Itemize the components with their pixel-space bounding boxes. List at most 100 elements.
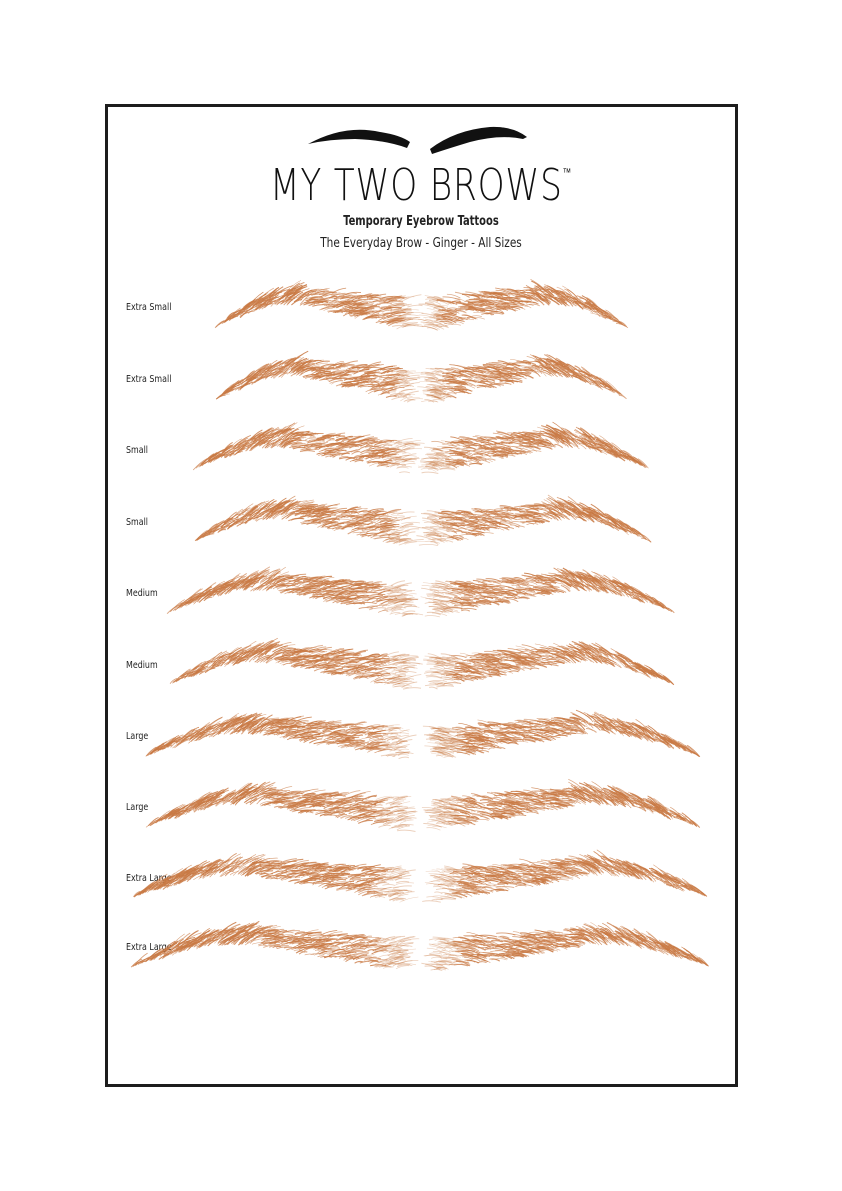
brow-hair xyxy=(465,291,484,298)
brow-hair xyxy=(268,292,276,298)
brow-hair xyxy=(531,280,546,291)
brow-hair xyxy=(319,307,333,311)
size-label: Medium xyxy=(126,588,158,599)
brow-hair xyxy=(364,306,380,311)
size-label: Extra Small xyxy=(126,302,172,313)
brow-hair xyxy=(392,313,412,320)
brow-hair xyxy=(354,314,365,319)
brow-hair xyxy=(468,307,478,312)
brow-hair xyxy=(593,310,601,317)
brow-hair xyxy=(333,301,344,304)
brow-hair xyxy=(436,305,449,308)
brow-hair xyxy=(325,303,334,307)
brow-hair xyxy=(299,450,316,453)
brow-hair xyxy=(345,309,362,312)
brow-hair xyxy=(432,306,444,309)
brow-hair xyxy=(381,311,400,318)
brow-hair xyxy=(376,465,390,468)
brow-hair xyxy=(466,316,477,320)
brow-hair xyxy=(333,528,345,531)
brow-hair xyxy=(391,324,406,328)
brow-hair xyxy=(407,318,426,321)
brow-hair xyxy=(351,306,368,309)
brow-hair xyxy=(347,528,364,535)
brow-hair xyxy=(285,296,301,304)
brow-hair xyxy=(448,301,466,304)
brow-hair xyxy=(446,307,458,310)
brow-hair xyxy=(495,289,511,295)
left-eyebrow-tattoo xyxy=(169,637,423,690)
brow-hair xyxy=(390,301,403,304)
brow-hair xyxy=(311,287,330,295)
brow-hair xyxy=(558,297,572,303)
brow-hair xyxy=(423,316,439,319)
brow-hair xyxy=(382,309,393,313)
brow-hair xyxy=(238,305,249,314)
brow-hair xyxy=(507,308,518,311)
brow-hair xyxy=(582,308,594,313)
brow-hair xyxy=(418,303,438,309)
brow-hair xyxy=(327,310,344,312)
brow-hair xyxy=(353,299,369,303)
brow-hair xyxy=(390,309,403,313)
brow-hair xyxy=(485,307,494,311)
brow-hair xyxy=(330,303,340,306)
brow-hair xyxy=(515,295,533,301)
brow-hair xyxy=(383,300,404,304)
brow-hair xyxy=(252,296,269,307)
brow-hair xyxy=(524,304,534,306)
brow-hair xyxy=(421,471,439,475)
brow-hair xyxy=(534,285,542,291)
brow-hair xyxy=(347,304,362,308)
brow-hair xyxy=(437,306,447,310)
brow-hair xyxy=(614,320,623,325)
brow-hair xyxy=(236,521,248,527)
brow-hair xyxy=(556,286,569,295)
brow-hair xyxy=(453,316,470,320)
brow-hair xyxy=(400,316,418,322)
brow-hair xyxy=(363,313,380,320)
brow-hair xyxy=(294,283,308,293)
brow-hair xyxy=(391,317,406,322)
brow-hair xyxy=(357,296,374,300)
brow-hair xyxy=(418,314,436,319)
brow-hair xyxy=(451,300,462,303)
brow-hair xyxy=(268,286,280,298)
brow-hair xyxy=(358,294,372,299)
brow-hair xyxy=(389,322,410,325)
brow-hair xyxy=(431,440,444,444)
brow-hair xyxy=(288,517,304,522)
brow-hair xyxy=(303,303,316,306)
brow-hair xyxy=(448,314,464,321)
brow-hair xyxy=(315,290,329,295)
brow-hair xyxy=(259,292,269,300)
brow-hair xyxy=(423,319,434,323)
brow-hair xyxy=(365,305,380,310)
brow-hair xyxy=(322,291,334,294)
brow-hair xyxy=(333,295,345,300)
brow-hair xyxy=(600,314,613,321)
brow-hair xyxy=(339,297,351,300)
brow-hair xyxy=(404,525,420,529)
size-label: Medium xyxy=(126,660,158,671)
brow-hair xyxy=(399,471,411,474)
brow-hair xyxy=(445,324,461,326)
brow-hair xyxy=(286,280,302,292)
brow-hair xyxy=(402,321,419,325)
brow-hair xyxy=(402,610,416,614)
brow-hair xyxy=(357,312,367,315)
brow-hair xyxy=(248,291,264,306)
brow-hair xyxy=(541,290,554,297)
brow-hair xyxy=(287,291,304,305)
brow-hair xyxy=(396,308,412,314)
subtitle: Temporary Eyebrow Tattoos xyxy=(343,214,499,229)
brow-hair xyxy=(404,325,424,328)
brow-hair xyxy=(344,300,356,303)
brow-hair xyxy=(299,290,315,305)
brow-hair xyxy=(231,309,249,320)
brow-hair xyxy=(271,291,283,299)
brow-hair xyxy=(551,300,560,305)
brow-hair xyxy=(395,311,414,314)
brow-hair xyxy=(391,311,410,315)
